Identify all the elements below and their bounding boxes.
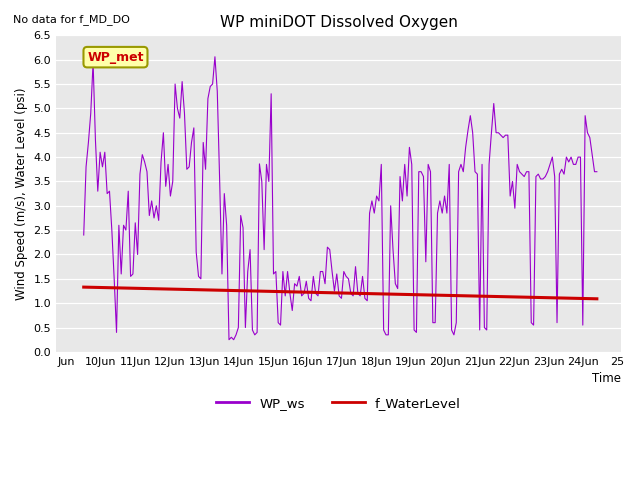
Title: WP miniDOT Dissolved Oxygen: WP miniDOT Dissolved Oxygen [220, 15, 458, 30]
Y-axis label: Wind Speed (m/s), Water Level (psi): Wind Speed (m/s), Water Level (psi) [15, 87, 28, 300]
Legend: WP_ws, f_WaterLevel: WP_ws, f_WaterLevel [211, 391, 467, 415]
X-axis label: Time: Time [592, 372, 621, 385]
Text: No data for f_MD_DO: No data for f_MD_DO [13, 14, 130, 25]
Text: WP_met: WP_met [87, 51, 144, 64]
